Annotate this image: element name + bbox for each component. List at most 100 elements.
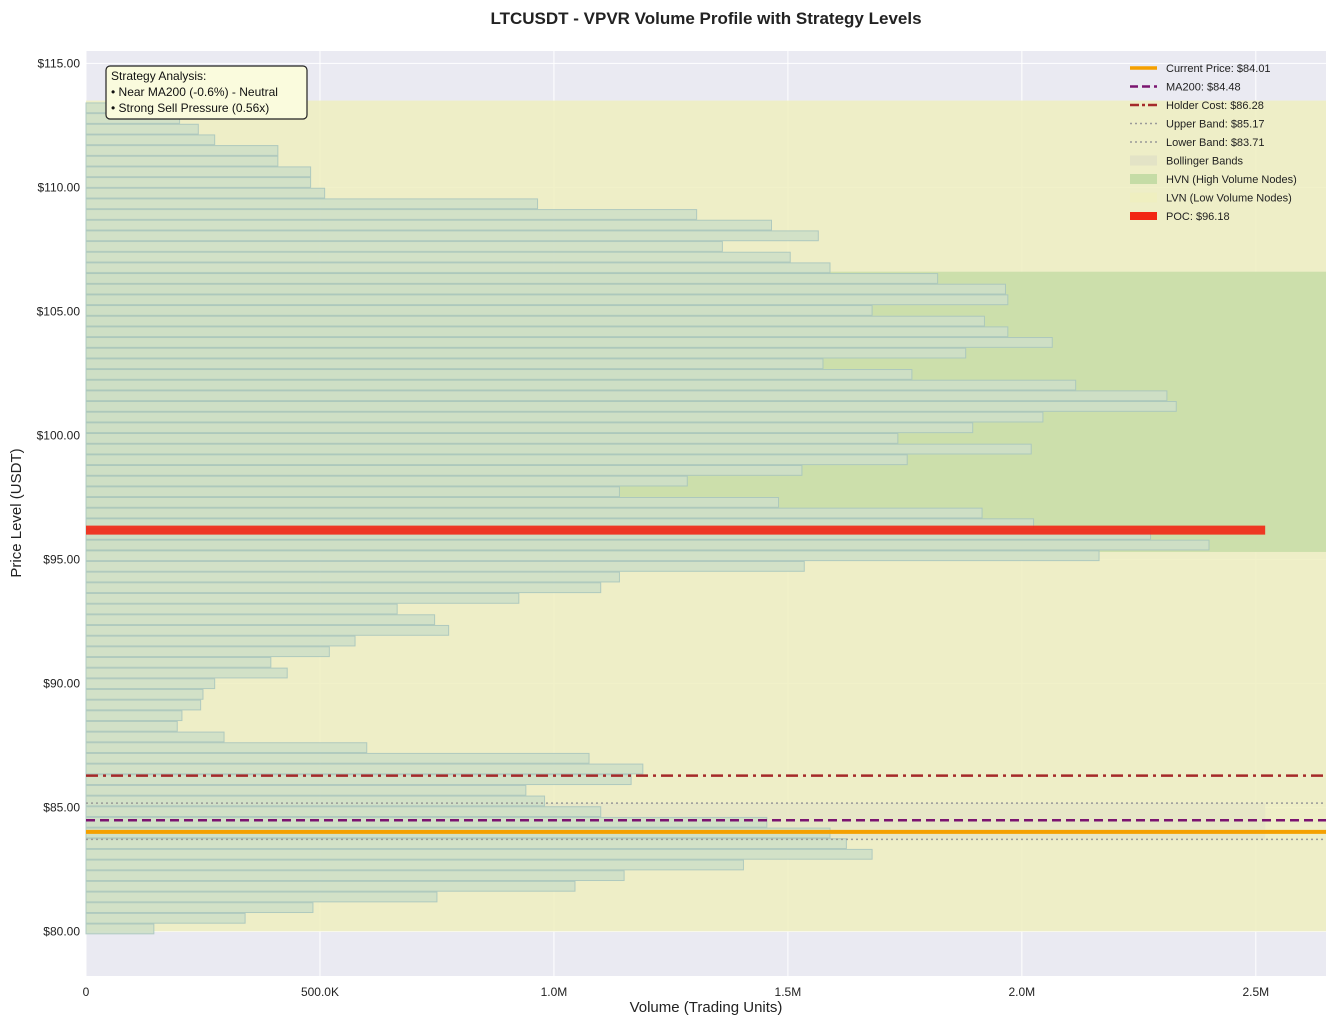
x-tick-label: 1.0M <box>541 985 568 999</box>
volume-bar <box>85 230 819 242</box>
legend-label: LVN (Low Volume Nodes) <box>1166 193 1292 205</box>
legend-swatch-bollinger <box>1130 155 1157 166</box>
volume-bar <box>85 283 1006 295</box>
volume-bar <box>85 763 644 775</box>
volume-bar <box>85 838 847 850</box>
volume-bar <box>85 560 805 572</box>
volume-bars <box>85 102 1210 935</box>
volume-bar <box>85 251 791 263</box>
volume-bar <box>85 145 279 156</box>
axis-ticks: 0 500.0K 1.0M 1.5M 2.0M 2.5M $80.00 $85.00 $90.0… <box>37 56 1270 999</box>
volume-bar <box>85 305 873 316</box>
x-tick-label: 2.0M <box>1009 985 1036 999</box>
volume-bar <box>85 358 824 370</box>
volume-bar <box>85 816 768 828</box>
volume-bar <box>85 656 272 668</box>
volume-bar <box>85 539 1210 551</box>
volume-bar <box>85 155 279 167</box>
annotation-title: Strategy Analysis: <box>111 69 206 83</box>
legend-label: Bollinger Bands <box>1166 156 1244 168</box>
y-tick-label: $95.00 <box>43 552 80 566</box>
volume-bar <box>85 699 202 711</box>
volume-bar <box>85 464 803 476</box>
poc-bar <box>86 525 1266 535</box>
annotation-line-ma200: • Near MA200 (-0.6%) - Neutral <box>111 85 278 99</box>
volume-bar <box>85 891 438 903</box>
legend-label: POC: $96.18 <box>1166 211 1230 223</box>
volume-bar <box>85 912 246 924</box>
volume-bar <box>85 209 698 220</box>
volume-bar <box>85 784 527 796</box>
y-tick-label: $115.00 <box>38 56 81 70</box>
x-axis-label: Volume (Trading Units) <box>630 999 783 1016</box>
volume-bar <box>85 592 520 604</box>
volume-bar <box>85 923 155 935</box>
annotation-line-pressure: • Strong Sell Pressure (0.56x) <box>111 101 269 115</box>
x-tick-label: 0 <box>83 985 90 999</box>
legend: Current Price: $84.01 MA200: $84.48 Holder… <box>1130 63 1297 223</box>
volume-bar <box>85 486 620 498</box>
volume-bar <box>85 667 288 679</box>
volume-bar <box>85 752 590 764</box>
volume-bar <box>85 870 625 882</box>
volume-bar <box>85 411 1044 423</box>
y-tick-label: $105.00 <box>37 304 81 318</box>
volume-bar <box>85 369 913 380</box>
y-tick-label: $80.00 <box>43 924 80 938</box>
volume-bar <box>85 475 688 487</box>
annotation-box <box>105 65 308 120</box>
legend-label: Holder Cost: $86.28 <box>1166 100 1264 112</box>
legend-label: Upper Band: $85.17 <box>1166 119 1264 131</box>
x-tick-label: 1.5M <box>775 985 802 999</box>
volume-bar <box>85 347 967 359</box>
volume-bar <box>85 774 632 786</box>
volume-bar <box>85 123 199 135</box>
volume-bar <box>85 646 330 658</box>
y-tick-label: $85.00 <box>43 800 80 814</box>
legend-label: Current Price: $84.01 <box>1166 63 1271 75</box>
volume-bar <box>85 337 1053 348</box>
volume-bar <box>85 635 356 647</box>
volume-bar <box>85 134 216 146</box>
volume-bar <box>85 603 398 615</box>
volume-bar <box>85 678 216 690</box>
volume-bar <box>85 326 1009 338</box>
x-tick-label: 2.5M <box>1242 985 1269 999</box>
volume-bar <box>85 859 744 871</box>
y-tick-label: $110.00 <box>38 180 81 194</box>
volume-bar <box>85 198 539 210</box>
volume-bar <box>85 688 204 700</box>
legend-label: Lower Band: $83.71 <box>1166 137 1264 149</box>
strategy-annotation: Strategy Analysis: • Near MA200 (-0.6%) … <box>105 65 308 120</box>
volume-bar <box>85 507 983 519</box>
volume-bar <box>85 795 546 807</box>
volume-bar <box>85 294 1009 306</box>
volume-bar <box>85 273 939 284</box>
strategy-levels <box>86 525 1326 841</box>
volume-bar <box>85 219 773 231</box>
legend-swatch-hvn <box>1130 174 1157 184</box>
volume-bar <box>85 880 576 892</box>
volume-bar <box>85 454 908 466</box>
volume-bar <box>85 379 1077 391</box>
volume-bar <box>85 401 1177 412</box>
legend-label: HVN (High Volume Nodes) <box>1166 174 1297 186</box>
volume-bar <box>85 571 620 583</box>
legend-swatch-lvn <box>1130 192 1157 203</box>
volume-bar <box>85 614 436 626</box>
volume-bar <box>85 731 225 743</box>
x-tick-label: 500.0K <box>301 985 339 999</box>
volume-bar <box>85 848 873 860</box>
legend-swatch-poc <box>1130 212 1157 220</box>
volume-bar <box>85 177 312 188</box>
chart-title: LTCUSDT - VPVR Volume Profile with Strat… <box>490 9 921 28</box>
volume-bar <box>85 166 312 178</box>
volume-bar <box>85 902 314 914</box>
y-tick-label: $90.00 <box>43 676 80 690</box>
legend-label: MA200: $84.48 <box>1166 82 1241 94</box>
volume-bar <box>85 710 183 722</box>
volume-bar <box>85 390 1168 402</box>
volume-bar <box>85 315 985 327</box>
volume-bar <box>85 443 1032 455</box>
volume-bar <box>85 742 368 754</box>
